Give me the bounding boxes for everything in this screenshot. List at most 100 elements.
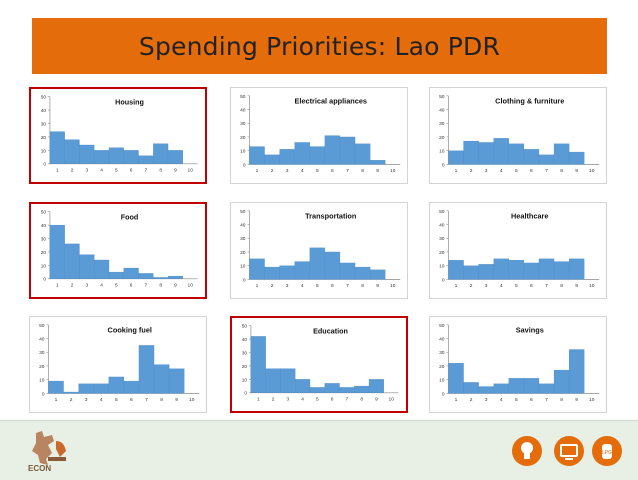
x-tick-label: 4 <box>500 397 503 403</box>
x-tick-label: 7 <box>346 396 349 402</box>
y-tick-label: 0 <box>442 162 445 168</box>
lpg-canister-icon: LPG <box>592 436 622 466</box>
x-tick-label: 3 <box>485 283 488 289</box>
bar <box>538 383 555 394</box>
x-tick-label: 6 <box>530 397 533 403</box>
y-tick-label: 20 <box>39 364 45 370</box>
bar <box>493 383 509 394</box>
y-tick-label: 10 <box>41 148 47 154</box>
y-tick-label: 30 <box>41 236 47 242</box>
x-tick-label: 5 <box>316 168 319 174</box>
chart-title: Healthcare <box>511 212 548 221</box>
x-tick-label: 2 <box>71 167 74 173</box>
x-tick-label: 7 <box>145 282 148 288</box>
bar <box>448 363 464 394</box>
x-tick-label: 1 <box>256 283 259 289</box>
chart-education: 0 10 20 30 40 50 1 2 3 4 5 6 7 8 9 10 Education <box>230 316 408 413</box>
y-tick-label: 50 <box>39 323 45 329</box>
x-tick-label: 10 <box>188 282 194 288</box>
x-tick-label: 5 <box>515 283 518 289</box>
x-tick-label: 5 <box>115 167 118 173</box>
x-tick-label: 3 <box>286 168 289 174</box>
x-tick-label: 2 <box>271 168 274 174</box>
x-tick-label: 4 <box>301 283 304 289</box>
x-tick-label: 1 <box>257 396 260 402</box>
bar <box>167 275 183 279</box>
bar <box>369 269 386 280</box>
bar <box>123 267 139 279</box>
chart-electrical-appliances: 0 10 20 30 40 50 1 2 3 4 5 6 7 8 9 10 Electrical applian… <box>230 87 408 184</box>
bar <box>153 277 169 279</box>
x-tick-label: 6 <box>130 167 133 173</box>
x-tick-label: 9 <box>575 397 578 403</box>
y-tick-label: 50 <box>240 94 246 100</box>
y-tick-label: 10 <box>242 377 248 383</box>
y-tick-label: 30 <box>242 350 248 356</box>
y-tick-label: 30 <box>240 236 246 242</box>
y-tick-label: 20 <box>439 250 445 256</box>
bar <box>295 379 311 393</box>
y-tick-label: 10 <box>439 378 445 384</box>
y-tick-label: 50 <box>41 95 47 101</box>
y-tick-label: 40 <box>439 108 445 114</box>
y-tick-label: 10 <box>439 264 445 270</box>
chart-clothing-furniture: 0 10 20 30 40 50 1 2 3 4 5 6 7 8 9 10 Clothing & furnitu… <box>429 87 607 184</box>
y-tick-label: 10 <box>240 264 246 270</box>
bar <box>249 146 265 165</box>
chart-cooking-fuel: 0 10 20 30 40 50 1 2 3 4 5 6 7 8 9 10 Cooking fuel <box>29 316 207 413</box>
x-tick-label: 7 <box>545 283 548 289</box>
bar <box>538 258 555 280</box>
x-tick-label: 6 <box>331 283 334 289</box>
x-tick-label: 9 <box>174 282 177 288</box>
x-tick-label: 2 <box>470 168 473 174</box>
x-tick-label: 2 <box>470 397 473 403</box>
y-tick-label: 40 <box>242 337 248 343</box>
x-tick-label: 3 <box>485 397 488 403</box>
page-title: Spending Priorities: Lao PDR <box>138 31 501 61</box>
title-banner: Spending Priorities: Lao PDR <box>32 18 607 74</box>
y-tick-label: 10 <box>39 378 45 384</box>
y-tick-label: 40 <box>439 337 445 343</box>
x-tick-label: 7 <box>346 168 349 174</box>
x-tick-label: 9 <box>174 167 177 173</box>
y-tick-label: 0 <box>243 162 246 168</box>
x-tick-label: 1 <box>56 282 59 288</box>
chart-title: Savings <box>516 326 544 335</box>
y-tick-label: 20 <box>240 250 246 256</box>
bar <box>94 259 110 279</box>
x-tick-label: 4 <box>301 396 304 402</box>
y-tick-label: 30 <box>439 236 445 242</box>
y-tick-label: 0 <box>442 391 445 397</box>
x-tick-label: 4 <box>100 167 103 173</box>
chart-svg: 0 10 20 30 40 50 1 2 3 4 5 6 7 8 9 10 Savings <box>439 323 600 403</box>
x-tick-label: 6 <box>331 396 334 402</box>
x-tick-label: 5 <box>115 282 118 288</box>
x-tick-label: 5 <box>115 397 118 403</box>
chart-title: Housing <box>115 97 144 106</box>
bar <box>463 265 479 280</box>
bar <box>538 154 555 165</box>
bar <box>463 140 479 165</box>
x-tick-label: 10 <box>189 397 195 403</box>
bar <box>523 262 540 280</box>
x-tick-label: 10 <box>390 168 396 174</box>
bar <box>64 243 80 279</box>
chart-savings: 0 10 20 30 40 50 1 2 3 4 5 6 7 8 9 10 Savings <box>429 316 607 413</box>
y-tick-label: 20 <box>41 135 47 141</box>
y-tick-label: 30 <box>41 121 47 127</box>
y-tick-label: 30 <box>240 121 246 127</box>
chart-food: 0 10 20 30 40 50 1 2 3 4 5 6 7 8 9 10 Food <box>29 202 207 299</box>
bar <box>138 155 154 164</box>
y-tick-label: 0 <box>43 162 46 168</box>
bar <box>63 391 79 394</box>
bar <box>463 382 479 394</box>
bar <box>309 247 326 280</box>
chart-title: Transportation <box>305 212 357 221</box>
x-tick-label: 7 <box>145 167 148 173</box>
bar <box>508 260 525 280</box>
x-tick-label: 5 <box>316 283 319 289</box>
bar <box>448 260 464 280</box>
bar <box>153 364 170 394</box>
x-tick-label: 9 <box>376 283 379 289</box>
chart-svg: 0 10 20 30 40 50 1 2 3 4 5 6 7 8 9 10 Transportation <box>240 209 401 289</box>
